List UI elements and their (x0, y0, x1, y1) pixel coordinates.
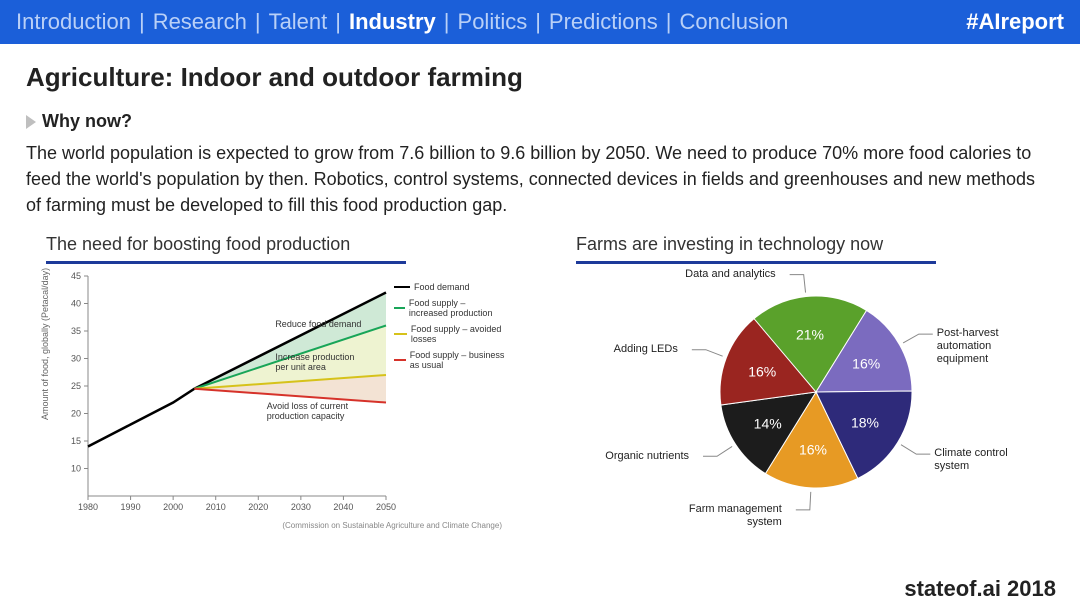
svg-text:2040: 2040 (333, 502, 353, 512)
svg-text:16%: 16% (799, 442, 827, 458)
svg-text:2050: 2050 (376, 502, 396, 512)
svg-text:16%: 16% (852, 356, 880, 372)
tab-conclusion[interactable]: Conclusion (679, 9, 788, 35)
tab-talent[interactable]: Talent (269, 9, 328, 35)
svg-text:16%: 16% (748, 364, 776, 380)
svg-text:10: 10 (71, 464, 81, 474)
tab-introduction[interactable]: Introduction (16, 9, 131, 35)
svg-text:14%: 14% (754, 416, 782, 432)
svg-text:21%: 21% (796, 327, 824, 343)
tab-predictions[interactable]: Predictions (549, 9, 658, 35)
svg-text:1980: 1980 (78, 502, 98, 512)
nav-tabs: Introduction | Research | Talent | Industry… (16, 9, 788, 35)
pie-chart: 21%16%18%16%14%16%Data and analyticsPost… (576, 270, 1036, 530)
svg-text:1990: 1990 (121, 502, 141, 512)
nav-sep: | (139, 9, 145, 35)
line-chart-block: The need for boosting food production 10… (46, 234, 516, 530)
pie-chart-title: Farms are investing in technology now (576, 234, 936, 264)
footer-brand: stateof.ai 2018 (904, 576, 1056, 602)
svg-text:20: 20 (71, 409, 81, 419)
nav-sep: | (444, 9, 450, 35)
svg-text:35: 35 (71, 326, 81, 336)
hashtag: #AIreport (966, 9, 1064, 35)
page-title: Agriculture: Indoor and outdoor farming (26, 62, 1054, 93)
nav-sep: | (335, 9, 341, 35)
svg-text:30: 30 (71, 354, 81, 364)
line-chart: 10 15 20 25 30 35 40 45 1980 1990 2000 2010 2020 2030… (46, 270, 506, 530)
svg-text:2010: 2010 (206, 502, 226, 512)
subheading: Why now? (26, 111, 1054, 132)
nav-sep: | (255, 9, 261, 35)
tab-industry[interactable]: Industry (349, 9, 436, 35)
svg-text:2000: 2000 (163, 502, 183, 512)
pie-chart-block: Farms are investing in technology now 21… (576, 234, 1046, 530)
slide-content: Agriculture: Indoor and outdoor farming … (0, 44, 1080, 530)
svg-text:18%: 18% (851, 415, 879, 431)
body-text: The world population is expected to grow… (26, 140, 1046, 218)
nav-sep: | (535, 9, 541, 35)
svg-text:15: 15 (71, 436, 81, 446)
top-nav-bar: Introduction | Research | Talent | Industry… (0, 0, 1080, 44)
line-chart-title: The need for boosting food production (46, 234, 406, 264)
svg-text:25: 25 (71, 381, 81, 391)
tab-politics[interactable]: Politics (458, 9, 528, 35)
svg-text:2020: 2020 (248, 502, 268, 512)
svg-text:2030: 2030 (291, 502, 311, 512)
nav-sep: | (666, 9, 672, 35)
subheading-text: Why now? (42, 111, 132, 132)
svg-text:40: 40 (71, 299, 81, 309)
svg-text:45: 45 (71, 271, 81, 281)
tab-research[interactable]: Research (153, 9, 247, 35)
triangle-bullet-icon (26, 115, 36, 129)
